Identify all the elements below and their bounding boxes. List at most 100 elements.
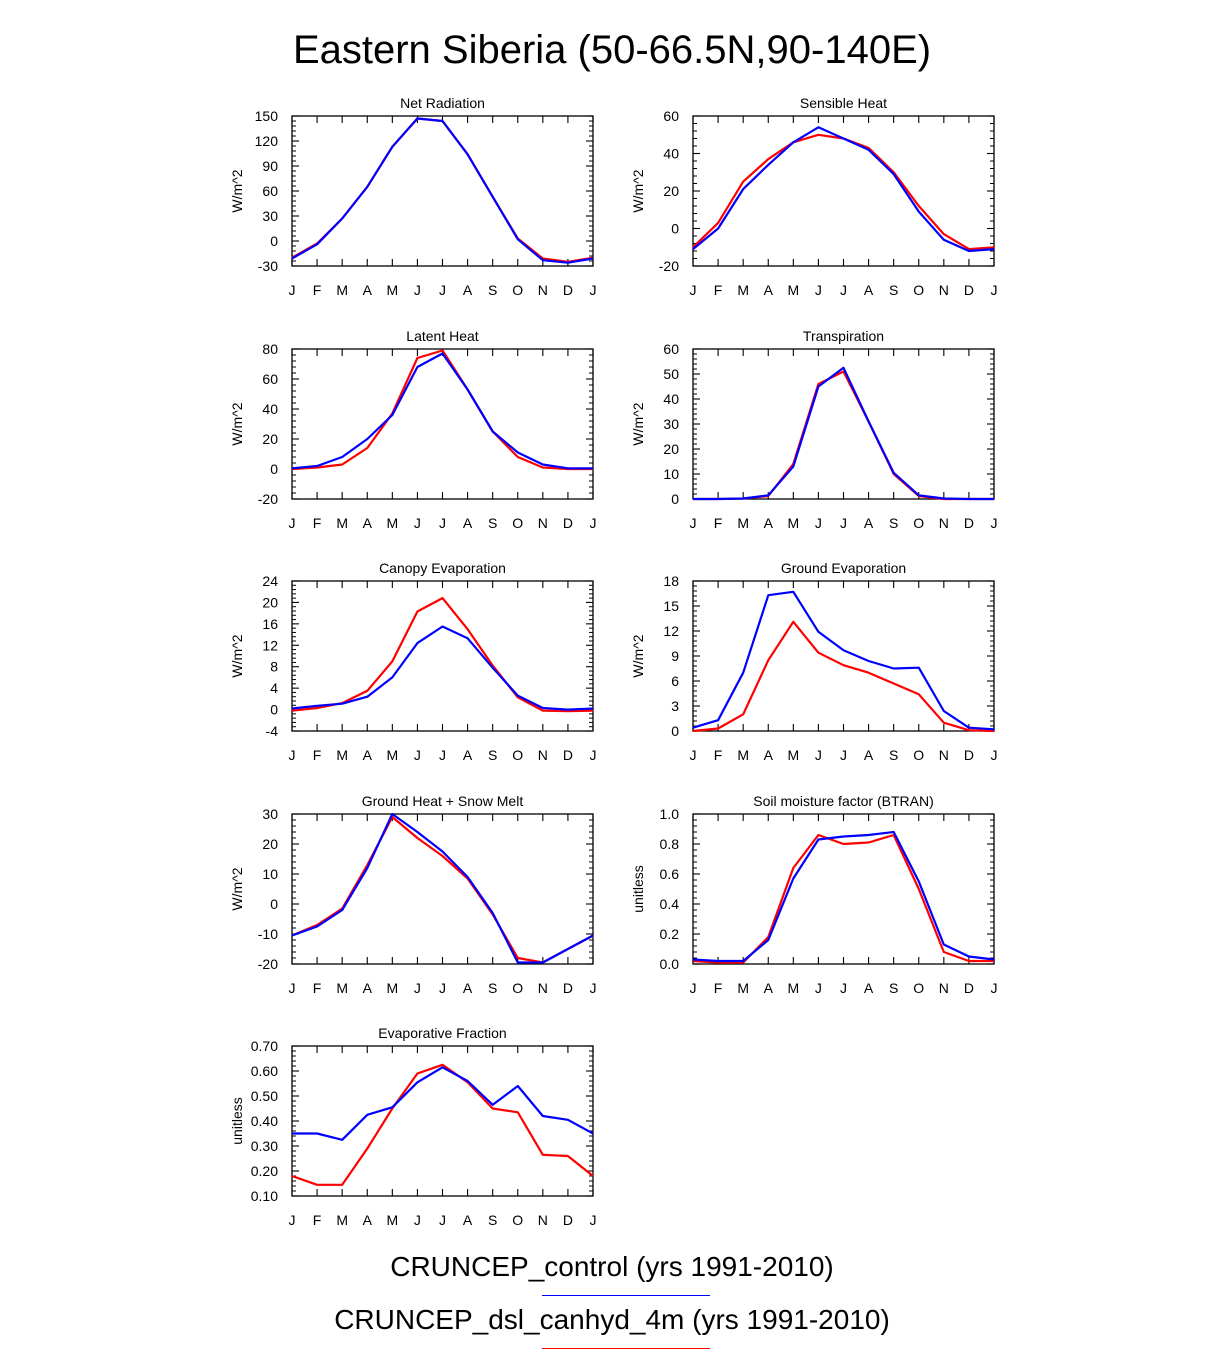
x-tick-label: O [913,282,924,298]
y-tick-label: 20 [663,441,679,457]
x-tick-label: A [764,980,774,996]
y-tick-label: 0.40 [251,1113,278,1129]
x-tick-label: F [313,282,322,298]
x-tick-label: A [363,282,373,298]
x-tick-label: M [336,747,348,763]
y-axis-label: W/m^2 [229,402,245,445]
x-tick-label: J [991,980,998,996]
y-tick-label: 80 [262,341,278,357]
legend-label-control: CRUNCEP_control (yrs 1991-2010) [390,1251,834,1282]
x-tick-label: F [313,980,322,996]
y-tick-label: 30 [262,208,278,224]
y-tick-label: 12 [663,623,679,639]
x-tick-label: J [414,980,421,996]
x-tick-label: M [336,515,348,531]
x-tick-label: J [289,1212,296,1228]
x-tick-label: N [538,747,548,763]
x-tick-label: A [864,747,874,763]
plot-frame [291,115,594,267]
x-tick-label: J [690,515,697,531]
x-tick-label: A [463,747,473,763]
y-tick-label: 16 [262,616,278,632]
y-tick-label: 0.6 [660,866,680,882]
y-tick-label: 0.0 [660,956,680,972]
x-tick-label: D [563,515,573,531]
y-tick-label: 120 [255,133,279,149]
x-tick-label: M [787,747,799,763]
y-tick-label: 0.20 [251,1163,278,1179]
x-tick-label: O [512,282,523,298]
x-tick-label: D [563,980,573,996]
x-tick-label: D [964,980,974,996]
x-tick-label: J [815,282,822,298]
x-tick-label: O [913,515,924,531]
y-tick-label: 0.50 [251,1088,278,1104]
y-tick-label: 0 [270,702,278,718]
chart-title: Canopy Evaporation [379,560,506,576]
y-tick-label: 0 [671,723,679,739]
series-line-dsl [291,349,593,471]
series-line-dsl [693,370,994,501]
y-tick-label: 0.10 [251,1188,278,1204]
x-tick-label: J [840,282,847,298]
y-tick-label: 20 [262,594,278,610]
y-tick-label: 60 [663,341,679,357]
x-tick-label: J [991,747,998,763]
x-tick-label: M [336,282,348,298]
x-tick-label: F [313,1212,322,1228]
x-tick-label: N [939,282,949,298]
y-tick-label: 6 [671,673,679,689]
y-axis-label: W/m^2 [229,169,245,212]
y-tick-label: 12 [262,637,278,653]
y-tick-label: 30 [262,806,278,822]
legend-swatch-dsl [542,1348,710,1349]
x-tick-label: M [386,515,398,531]
y-tick-label: 60 [663,108,679,124]
series-line-control [291,812,594,964]
y-tick-label: 60 [262,183,278,199]
y-axis-label: W/m^2 [229,634,245,677]
x-tick-label: J [439,1212,446,1228]
y-tick-label: 0.8 [660,836,680,852]
x-tick-label: A [764,282,774,298]
y-tick-label: 0.30 [251,1138,278,1154]
series-line-dsl [692,620,995,733]
y-axis-label: unitless [229,1097,245,1144]
x-tick-label: S [889,980,898,996]
y-tick-label: 9 [671,648,679,664]
y-tick-label: -10 [258,926,278,942]
y-tick-label: -20 [659,258,679,274]
x-tick-label: S [488,980,497,996]
series-line-control [292,1066,594,1141]
x-tick-label: O [512,515,523,531]
y-tick-label: 40 [663,391,679,407]
x-tick-label: N [538,515,548,531]
x-tick-label: S [488,282,497,298]
y-tick-label: 20 [262,431,278,447]
legend-label-dsl: CRUNCEP_dsl_canhyd_4m (yrs 1991-2010) [334,1304,890,1335]
y-tick-label: 8 [270,659,278,675]
series-line-control [291,352,593,470]
figure-title: Eastern Siberia (50-66.5N,90-140E) [292,28,932,72]
x-tick-label: A [864,515,874,531]
y-tick-label: -4 [266,723,279,739]
x-tick-label: A [864,980,874,996]
y-tick-label: 1.0 [660,806,680,822]
x-tick-label: J [414,515,421,531]
x-tick-label: J [289,282,296,298]
x-tick-label: A [864,282,874,298]
x-tick-label: F [714,980,723,996]
y-tick-label: 20 [262,836,278,852]
series-line-dsl [692,133,995,251]
chart-title: Ground Evaporation [781,560,906,576]
y-tick-label: 20 [663,183,679,199]
x-tick-label: F [714,515,723,531]
x-tick-label: A [363,515,373,531]
x-tick-label: J [840,747,847,763]
x-tick-label: F [313,747,322,763]
x-tick-label: M [386,1212,398,1228]
x-tick-label: D [563,282,573,298]
x-tick-label: O [512,1212,523,1228]
x-tick-label: S [488,515,497,531]
